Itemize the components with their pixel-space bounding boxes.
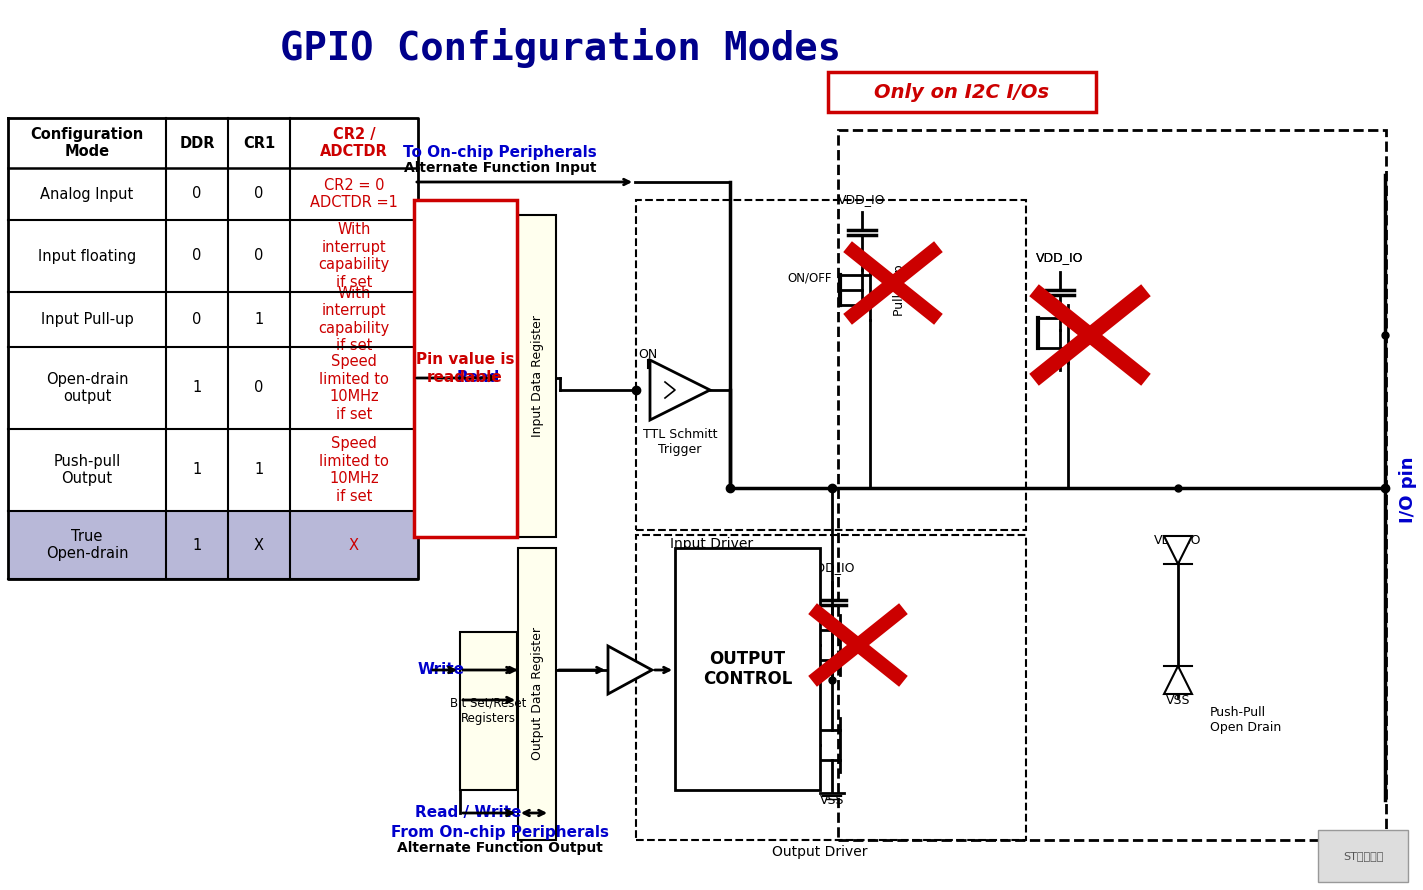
Text: TTL Schmitt: TTL Schmitt xyxy=(643,428,717,441)
Bar xyxy=(636,535,1026,840)
Bar xyxy=(828,72,1096,112)
Text: Only on I2C I/Os: Only on I2C I/Os xyxy=(875,83,1050,101)
Text: 1: 1 xyxy=(255,463,263,478)
Text: VDD_IO: VDD_IO xyxy=(1154,533,1202,546)
Text: Push-Pull
Open Drain: Push-Pull Open Drain xyxy=(1210,706,1281,734)
Text: Analog Input: Analog Input xyxy=(40,187,134,201)
Text: 0: 0 xyxy=(255,187,263,201)
Text: Output Driver: Output Driver xyxy=(773,845,868,859)
Bar xyxy=(9,118,418,168)
Text: 0: 0 xyxy=(192,187,202,201)
Text: Bit Set/Reset
Registers: Bit Set/Reset Registers xyxy=(450,697,527,725)
Text: DDR: DDR xyxy=(179,135,215,150)
Text: I/O pin: I/O pin xyxy=(1399,457,1417,523)
Text: 1: 1 xyxy=(192,538,202,553)
Text: VDD_IO: VDD_IO xyxy=(1036,252,1084,264)
Polygon shape xyxy=(650,360,710,420)
Text: 1: 1 xyxy=(192,463,202,478)
Text: VDD_IO: VDD_IO xyxy=(838,193,885,206)
Text: Alternate Function Input: Alternate Function Input xyxy=(404,161,596,175)
Text: CR1: CR1 xyxy=(243,135,275,150)
Text: Pin value is
readable: Pin value is readable xyxy=(416,352,514,384)
Bar xyxy=(9,292,418,347)
Bar xyxy=(675,548,820,790)
Bar xyxy=(9,220,418,292)
Bar xyxy=(838,130,1386,840)
Text: VDD_IO: VDD_IO xyxy=(808,562,855,575)
Text: GPIO Configuration Modes: GPIO Configuration Modes xyxy=(279,28,841,68)
Bar xyxy=(9,429,418,511)
Text: With
interrupt
capability
if set: With interrupt capability if set xyxy=(319,286,390,353)
Polygon shape xyxy=(1164,666,1192,694)
Text: OUTPUT
CONTROL: OUTPUT CONTROL xyxy=(703,650,793,688)
Text: Trigger: Trigger xyxy=(659,443,702,457)
Text: X: X xyxy=(349,538,359,553)
Text: Speed
limited to
10MHz
if set: Speed limited to 10MHz if set xyxy=(319,354,388,422)
Bar xyxy=(414,200,517,537)
Text: Write: Write xyxy=(418,662,465,677)
Bar xyxy=(460,632,517,790)
Text: Input Driver: Input Driver xyxy=(670,537,754,551)
Text: Configuration
Mode: Configuration Mode xyxy=(30,126,144,159)
Bar xyxy=(636,200,1026,530)
Text: Input Pull-up: Input Pull-up xyxy=(41,312,134,327)
Bar xyxy=(1318,830,1407,882)
Polygon shape xyxy=(1164,536,1192,564)
Text: ST中文论坛: ST中文论坛 xyxy=(1343,851,1383,861)
Polygon shape xyxy=(608,646,652,694)
Text: CR2 /
ADCTDR: CR2 / ADCTDR xyxy=(320,126,388,159)
Text: Push-pull
Output: Push-pull Output xyxy=(54,454,121,486)
Text: Input Data Register: Input Data Register xyxy=(531,315,544,437)
Text: VSS: VSS xyxy=(820,794,844,806)
Text: 1: 1 xyxy=(255,312,263,327)
Bar xyxy=(9,511,418,579)
Text: 1: 1 xyxy=(192,381,202,395)
Text: Alternate Function Output: Alternate Function Output xyxy=(397,841,603,855)
Text: To On-chip Peripherals: To On-chip Peripherals xyxy=(403,145,596,160)
Text: Output Data Register: Output Data Register xyxy=(531,627,544,760)
Text: X: X xyxy=(253,538,265,553)
Text: From On-chip Peripherals: From On-chip Peripherals xyxy=(391,824,609,839)
Text: VSS: VSS xyxy=(1165,693,1190,707)
Bar xyxy=(518,215,556,537)
Text: 0: 0 xyxy=(192,248,202,263)
Bar xyxy=(9,347,418,429)
Text: CR2 = 0
ADCTDR =1: CR2 = 0 ADCTDR =1 xyxy=(310,178,398,210)
Text: With
interrupt
capability
if set: With interrupt capability if set xyxy=(319,222,390,289)
Text: Read: Read xyxy=(457,370,499,385)
Text: ON: ON xyxy=(639,349,657,361)
Bar xyxy=(9,168,418,220)
Text: Pull - Up: Pull - Up xyxy=(894,264,906,316)
Text: ON/OFF: ON/OFF xyxy=(787,271,832,285)
Text: Input floating: Input floating xyxy=(38,248,137,263)
Text: Open-drain
output: Open-drain output xyxy=(46,372,128,404)
Text: Read / Write: Read / Write xyxy=(416,805,521,821)
Text: Speed
limited to
10MHz
if set: Speed limited to 10MHz if set xyxy=(319,436,388,504)
Text: True
Open-drain: True Open-drain xyxy=(46,529,128,562)
Text: 0: 0 xyxy=(255,381,263,395)
Text: 0: 0 xyxy=(192,312,202,327)
Text: 0: 0 xyxy=(255,248,263,263)
Bar xyxy=(518,548,556,840)
Text: VDD_IO: VDD_IO xyxy=(1036,252,1084,264)
